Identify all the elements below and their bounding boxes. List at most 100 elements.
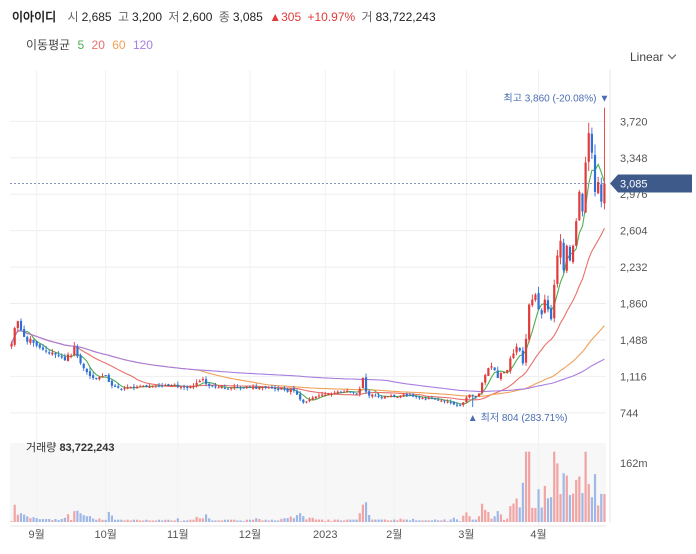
volume-bar xyxy=(364,502,368,522)
candle xyxy=(286,387,289,393)
volume-bar xyxy=(534,508,537,522)
volume-bar xyxy=(499,514,503,522)
candle xyxy=(361,377,364,389)
volume-bar xyxy=(41,519,45,522)
y-tick-label: 2,232 xyxy=(620,262,648,274)
volume-bar xyxy=(327,519,330,522)
ma-20[interactable]: 20 xyxy=(91,38,105,52)
volume-bar xyxy=(104,519,107,522)
candle xyxy=(13,326,16,347)
volume-bar xyxy=(258,518,261,522)
candle xyxy=(145,384,148,388)
candles xyxy=(10,107,606,408)
candle xyxy=(44,345,48,354)
candle xyxy=(521,346,524,366)
y-tick-label: 2,604 xyxy=(620,226,648,238)
volume-bar xyxy=(600,493,603,522)
volume-bar xyxy=(490,518,493,522)
candle xyxy=(452,401,455,406)
volume-bar xyxy=(346,519,349,522)
volume-bar xyxy=(540,507,543,522)
annotations: 최고 3,860 (-20.08%) ▼ ▲ 최저 804 (283.71%) 3,08… xyxy=(10,93,692,424)
volume-bar xyxy=(314,519,317,522)
candle xyxy=(565,244,568,274)
candle xyxy=(546,295,550,313)
volume-bar xyxy=(462,515,465,522)
volume-bar xyxy=(305,519,308,522)
candle xyxy=(550,304,553,321)
volume-bar xyxy=(465,512,468,522)
open-label: 시 xyxy=(67,10,79,24)
volume-bar xyxy=(339,520,343,522)
volume-bar xyxy=(509,506,512,522)
volume-bar xyxy=(484,509,487,522)
volume-bar xyxy=(330,521,333,522)
volume-bar xyxy=(70,520,73,522)
volume-bar xyxy=(154,520,157,522)
candle xyxy=(35,340,38,348)
volume-bar xyxy=(16,514,19,522)
candle xyxy=(509,355,512,374)
candle xyxy=(104,374,107,377)
volume-bar xyxy=(468,516,471,522)
volume-bar xyxy=(355,519,358,522)
candle xyxy=(383,395,386,399)
volume-bar xyxy=(51,520,54,522)
ma-120[interactable]: 120 xyxy=(132,38,153,52)
candle xyxy=(317,393,321,399)
candle xyxy=(578,190,581,221)
volume-bar xyxy=(198,518,201,522)
volume-bar xyxy=(273,520,277,522)
scale-selector[interactable]: Linear xyxy=(630,50,677,64)
candle xyxy=(252,384,255,390)
ma-60[interactable]: 60 xyxy=(112,38,126,52)
quote-header: 이아이디 시 2,685 고 3,200 저 2,600 종 3,085 ▲305 +1… xyxy=(12,8,439,26)
candle xyxy=(32,339,35,347)
candle xyxy=(556,250,559,288)
candle xyxy=(66,352,70,362)
candle xyxy=(57,351,60,358)
candle xyxy=(314,396,317,400)
candle xyxy=(29,335,32,345)
ma-20-line xyxy=(11,227,605,401)
x-tick-label: 4월 xyxy=(530,528,546,541)
volume-bar xyxy=(223,519,226,522)
candle xyxy=(23,325,26,338)
volume-bar xyxy=(26,516,29,522)
volume-bar xyxy=(487,511,490,522)
volume-bar xyxy=(402,519,405,522)
volume-bar xyxy=(299,513,302,522)
moving-average-lines xyxy=(11,163,605,405)
volume-bar xyxy=(459,521,462,522)
volume-bar xyxy=(73,511,76,522)
candle xyxy=(524,333,528,366)
volume-bar xyxy=(455,519,459,522)
volume-bar xyxy=(321,519,324,522)
candle xyxy=(10,341,13,349)
last-price-label: 3,085 xyxy=(620,179,648,191)
volume-bar xyxy=(349,519,352,522)
volume-bar xyxy=(32,517,35,522)
candle xyxy=(236,384,239,389)
candle xyxy=(534,293,537,302)
volume-panel-title: 거래량 xyxy=(26,442,57,454)
candle xyxy=(342,389,346,393)
candle xyxy=(60,353,63,359)
candle xyxy=(512,349,515,360)
candle xyxy=(107,373,110,383)
candle xyxy=(26,335,29,345)
volume-bar xyxy=(220,520,223,522)
candle xyxy=(76,344,79,359)
candle xyxy=(571,244,575,264)
volume-bar xyxy=(471,519,474,522)
volume-bar xyxy=(317,519,321,522)
ma-5[interactable]: 5 xyxy=(77,38,85,52)
candle xyxy=(230,386,233,391)
volume-bar xyxy=(408,520,412,522)
candle xyxy=(590,127,593,160)
volume-bar xyxy=(593,474,597,522)
volume-bar xyxy=(603,494,606,522)
volume-bar xyxy=(556,463,559,522)
volume-bar xyxy=(192,519,195,522)
